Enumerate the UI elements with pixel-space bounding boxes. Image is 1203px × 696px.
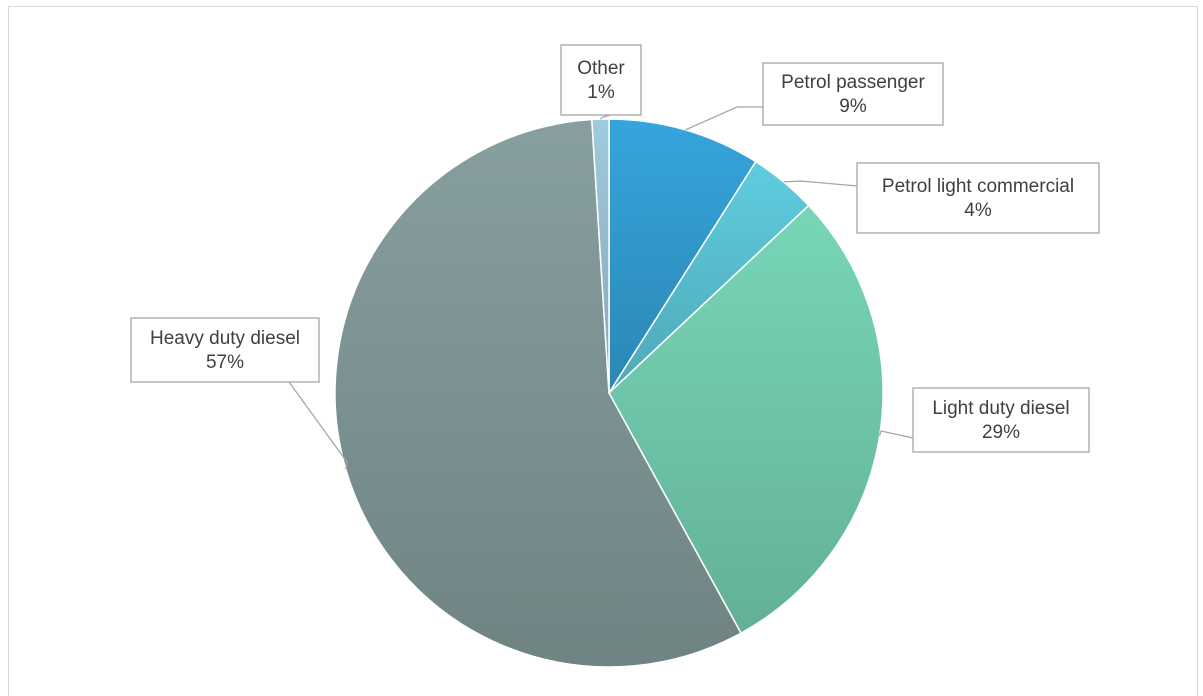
data-label-other: Other 1% [560, 44, 642, 116]
data-label-category: Petrol passenger [781, 72, 925, 93]
data-label-box [762, 62, 944, 126]
data-label-value: 1% [587, 82, 615, 103]
leader-line-other [599, 114, 612, 120]
leader-lines [288, 106, 914, 470]
data-label-value: 4% [964, 200, 992, 221]
data-label-box [560, 44, 642, 116]
data-label-category: Other [577, 58, 625, 79]
slices-layer [334, 118, 884, 668]
leader-line-petrol-light-commercial [783, 180, 858, 187]
data-label-value: 29% [982, 422, 1020, 443]
data-label-category: Heavy duty diesel [150, 328, 300, 349]
data-label-light-duty-diesel: Light duty diesel 29% [912, 387, 1090, 453]
data-label-petrol-light-commercial: Petrol light commercial 4% [856, 162, 1100, 234]
data-label-category: Light duty diesel [932, 398, 1069, 419]
pie-slice-other [591, 118, 610, 394]
data-label-value: 57% [206, 352, 244, 373]
leader-line-heavy-duty-diesel [288, 381, 348, 470]
data-label-box [856, 162, 1100, 234]
data-labels: Petrol passenger 9% Petrol light commercia… [130, 44, 1100, 453]
pie-slice-heavy-duty-diesel [334, 118, 743, 668]
data-label-petrol-passenger: Petrol passenger 9% [762, 62, 944, 126]
chart-frame: Petrol passenger 9% Petrol light commercia… [8, 6, 1198, 696]
data-label-value: 9% [839, 96, 867, 117]
data-label-heavy-duty-diesel: Heavy duty diesel 57% [130, 317, 320, 383]
leader-line-petrol-passenger [685, 106, 763, 131]
data-label-box [130, 317, 320, 383]
pie-chart: Petrol passenger 9% Petrol light commercia… [130, 44, 1100, 668]
data-label-box [912, 387, 1090, 453]
leader-line-light-duty-diesel [878, 430, 914, 439]
data-label-category: Petrol light commercial [882, 176, 1074, 197]
